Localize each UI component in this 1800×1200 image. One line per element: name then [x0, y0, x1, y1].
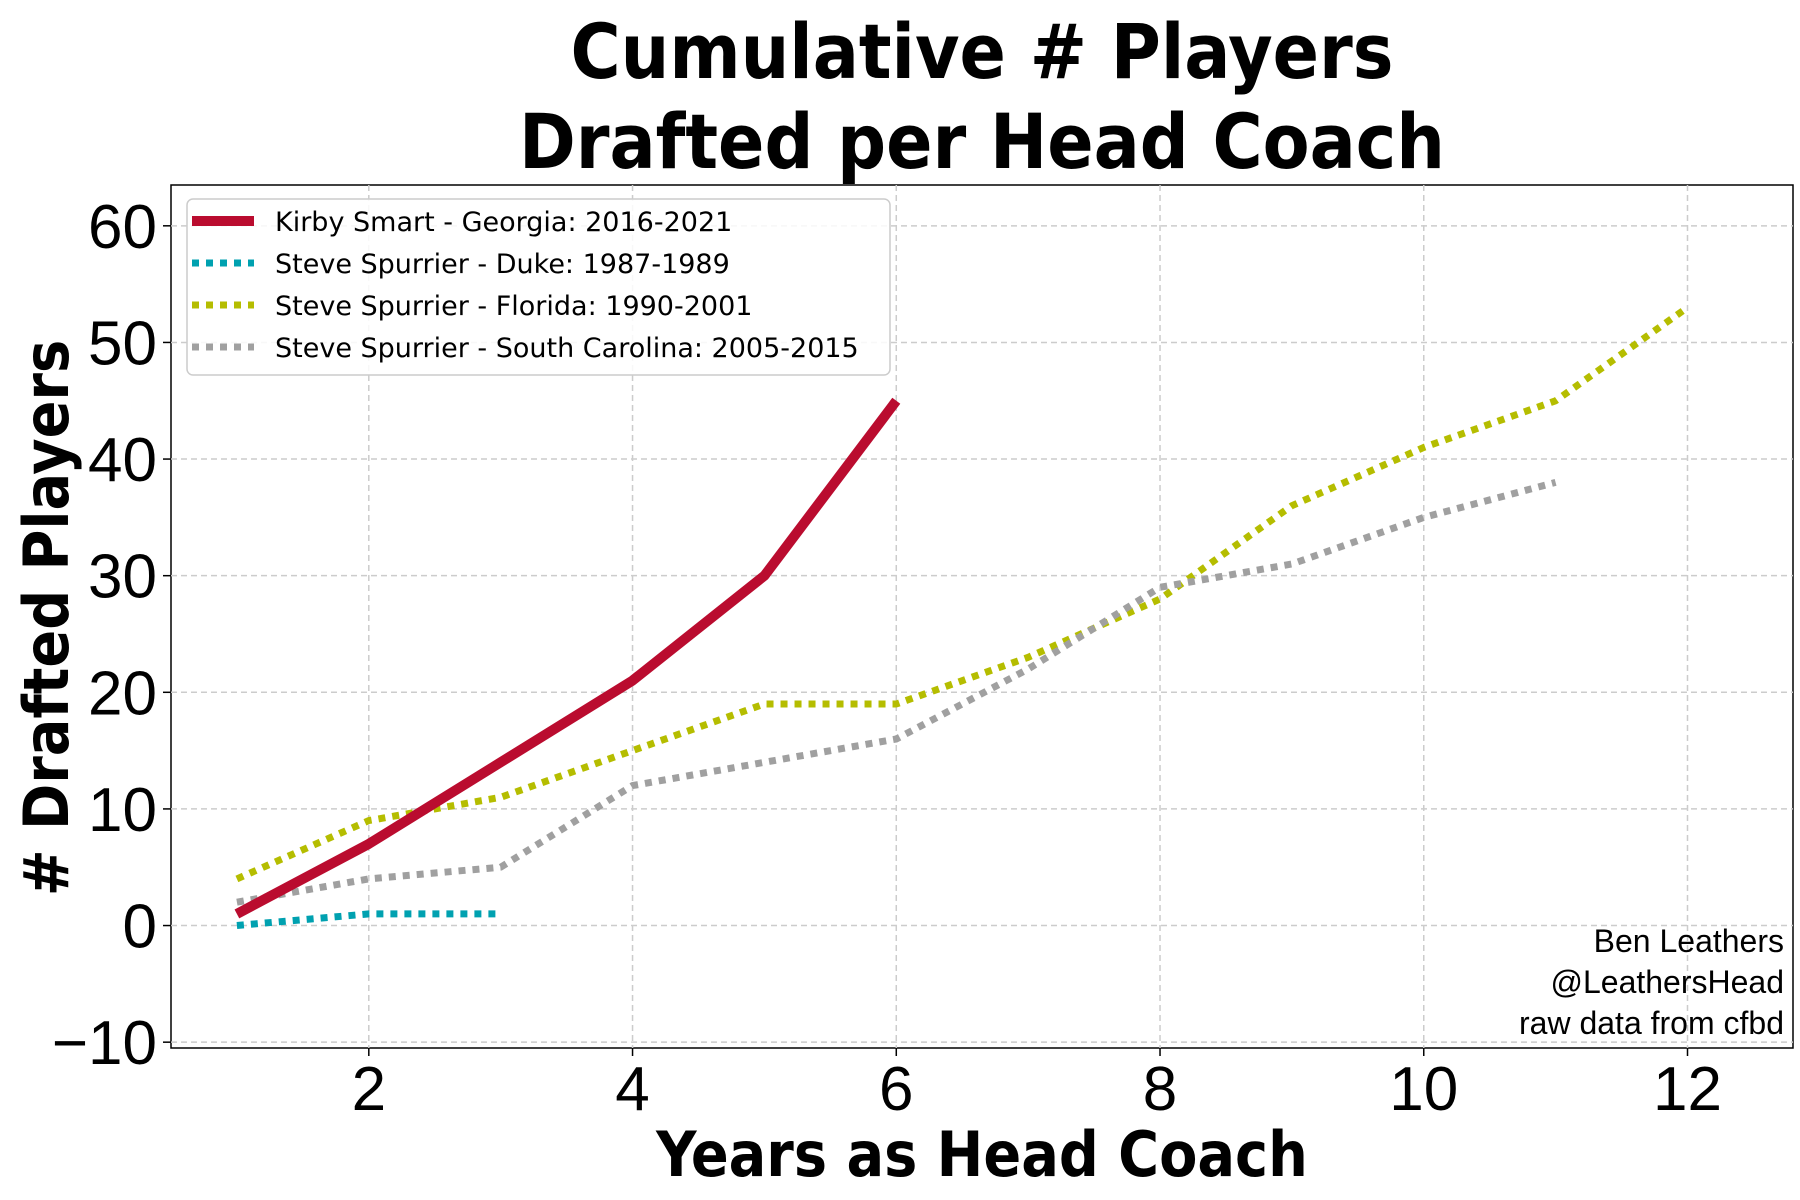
y-tick-label: 0 [123, 893, 157, 962]
x-tick-label: 10 [1389, 1055, 1458, 1124]
series-line-3 [236, 479, 1557, 906]
legend-box [186, 198, 891, 376]
y-axis-ticks: −10 0 10 20 30 40 50 60 [52, 193, 171, 1078]
y-tick-label: 50 [88, 309, 157, 378]
credit-author: Ben Leathers [1594, 923, 1784, 959]
y-tick-label: 40 [88, 426, 157, 495]
legend-label-1: Steve Spurrier - Duke: 1987-1989 [275, 249, 730, 280]
x-tick-label: 6 [879, 1055, 913, 1124]
y-tick-label: 20 [88, 659, 157, 728]
y-axis-label: # Drafted Players [10, 340, 83, 896]
series-lines [234, 304, 1690, 929]
y-tick-label: 30 [88, 543, 157, 612]
legend-label-0: Kirby Smart - Georgia: 2016-2021 [275, 207, 732, 238]
credit-block: Ben Leathers @LeathersHead raw data from… [1519, 923, 1784, 1041]
series-line-2 [235, 304, 1690, 883]
y-tick-label: 60 [88, 193, 157, 262]
legend: Kirby Smart - Georgia: 2016-2021 Steve Sp… [186, 198, 891, 376]
x-tick-label: 2 [352, 1055, 386, 1124]
credit-source: raw data from cfbd [1519, 1005, 1784, 1041]
y-tick-label: −10 [52, 1009, 157, 1078]
chart-title-line-2: Drafted per Head Coach [519, 97, 1445, 186]
x-tick-label: 8 [1143, 1055, 1177, 1124]
x-axis-label: Years as Head Coach [655, 1118, 1308, 1191]
x-tick-label: 12 [1653, 1055, 1722, 1124]
x-axis-ticks: 2 4 6 8 10 12 [352, 1048, 1722, 1124]
y-tick-label: 10 [88, 776, 157, 845]
legend-label-3: Steve Spurrier - South Carolina: 2005-20… [275, 333, 859, 364]
series-line-0 [234, 397, 901, 919]
series-line-1 [236, 910, 501, 929]
chart-title-line-1: Cumulative # Players [571, 7, 1394, 96]
legend-label-2: Steve Spurrier - Florida: 1990-2001 [275, 291, 752, 322]
credit-handle: @LeathersHead [1550, 964, 1784, 1000]
x-tick-label: 4 [615, 1055, 649, 1124]
